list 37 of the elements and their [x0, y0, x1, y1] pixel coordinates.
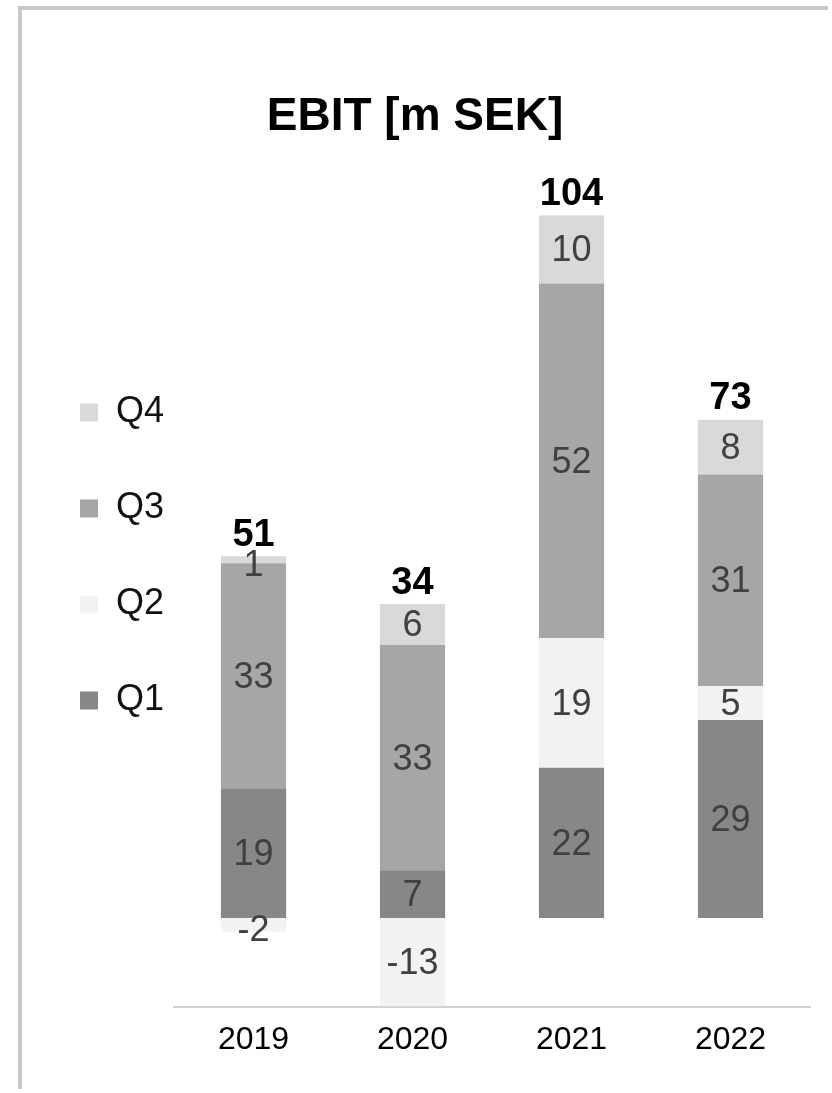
data-label: 29 — [710, 797, 751, 839]
data-label: -13 — [386, 941, 439, 983]
data-label: 52 — [551, 439, 592, 481]
bar — [379, 604, 446, 646]
bar — [538, 638, 605, 768]
legend-label: Q2 — [116, 581, 165, 623]
data-label: 19 — [233, 832, 274, 874]
data-label: 8 — [720, 426, 741, 468]
total-label: 104 — [539, 170, 604, 213]
bar — [538, 283, 605, 639]
bar — [379, 870, 446, 918]
bar — [538, 767, 605, 918]
data-label: 6 — [402, 603, 423, 645]
data-label: 31 — [710, 559, 751, 601]
x-tick-label: 2020 — [376, 1019, 449, 1056]
data-label: 22 — [551, 821, 592, 863]
total-label: 34 — [391, 559, 434, 602]
bar — [379, 917, 446, 1007]
chart-title: EBIT [m SEK] — [266, 88, 564, 141]
data-label: 5 — [720, 681, 741, 723]
data-label: 7 — [402, 872, 423, 914]
data-label: -2 — [237, 907, 270, 949]
x-tick-label: 2022 — [694, 1019, 767, 1056]
x-tick-label: 2019 — [217, 1019, 290, 1056]
legend-label: Q4 — [116, 389, 165, 431]
total-label: 73 — [709, 375, 752, 418]
data-label: 10 — [551, 228, 592, 270]
x-tick-label: 2021 — [535, 1019, 608, 1056]
bar — [697, 720, 764, 918]
bar — [697, 419, 764, 475]
legend-label: Q1 — [116, 677, 165, 719]
bar — [379, 645, 446, 871]
data-label: 33 — [392, 736, 433, 778]
data-label: 19 — [551, 681, 592, 723]
legend-label: Q3 — [116, 485, 165, 527]
bar — [697, 474, 764, 686]
data-label: 33 — [233, 654, 274, 696]
